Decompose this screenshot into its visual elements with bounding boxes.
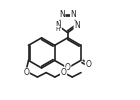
Text: H: H [55, 26, 60, 32]
Text: N: N [55, 21, 61, 30]
Text: O: O [61, 68, 66, 77]
Text: O: O [85, 60, 91, 69]
Text: N: N [74, 21, 80, 30]
Text: O: O [23, 68, 29, 77]
Text: N: N [71, 10, 76, 19]
Text: O: O [65, 64, 71, 72]
Text: N: N [59, 10, 65, 19]
